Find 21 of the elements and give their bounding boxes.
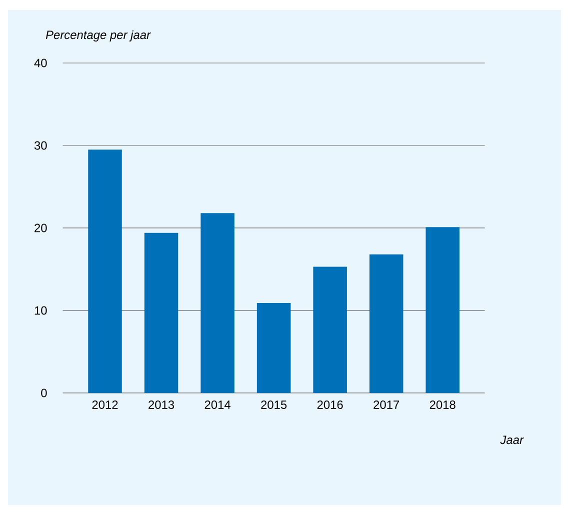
x-tick-label: 2012: [92, 400, 118, 409]
y-tick-label: 30: [34, 141, 47, 150]
bar: [369, 254, 404, 393]
x-tick-label: 2016: [317, 400, 343, 409]
bar: [256, 303, 291, 393]
x-axis-title: Jaar: [500, 436, 524, 444]
x-tick-label: 2013: [148, 400, 174, 409]
bar: [88, 150, 122, 393]
x-tick-label: 2017: [374, 400, 400, 409]
x-tick-label: 2015: [261, 400, 287, 409]
bar: [426, 227, 460, 393]
y-tick-label: 40: [34, 58, 47, 68]
y-tick-label: 10: [34, 306, 47, 315]
y-tick-label: 0: [41, 388, 47, 398]
x-tick-label: 2018: [430, 400, 456, 409]
bar: [200, 213, 234, 393]
bar: [313, 266, 347, 393]
bar: [144, 232, 178, 393]
x-tick-label: 2014: [204, 400, 230, 409]
y-tick-label: 20: [34, 224, 47, 232]
y-axis-title: Percentage per jaar: [46, 30, 151, 42]
